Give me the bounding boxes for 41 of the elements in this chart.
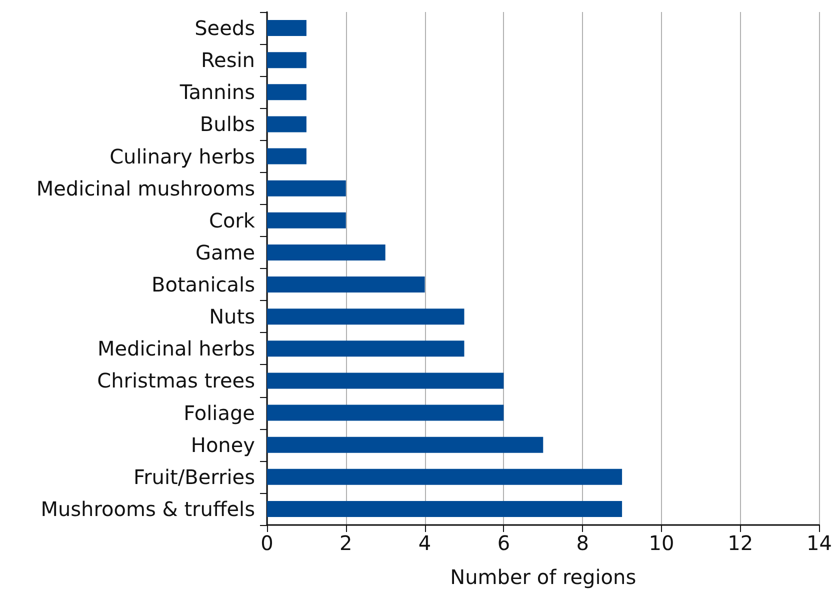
y-tick-label: Medicinal herbs: [97, 336, 255, 361]
y-tick-label: Honey: [190, 432, 256, 457]
bar: [267, 372, 504, 389]
x-axis-title: Number of regions: [450, 565, 636, 589]
bar: [267, 244, 386, 260]
y-tick-label: Culinary herbs: [110, 144, 255, 168]
y-tick-label: Seeds: [194, 16, 255, 40]
x-tick-label: 2: [340, 531, 352, 555]
x-tick-label: 0: [260, 531, 274, 555]
bar: [267, 436, 544, 453]
y-tick-label: Resin: [201, 48, 255, 72]
bar: [267, 404, 504, 421]
bar: [267, 148, 306, 164]
y-tick-label: Botanicals: [151, 272, 255, 297]
bar: [267, 308, 464, 325]
bar: [267, 468, 622, 485]
bar: [267, 340, 464, 357]
y-tick-label: Tannins: [178, 80, 255, 104]
y-tick-label: Medicinal mushrooms: [36, 176, 255, 200]
bar: [267, 84, 306, 100]
x-tick-label: 6: [497, 531, 510, 555]
bar: [267, 180, 346, 196]
x-tick-label: 8: [576, 531, 589, 555]
y-tick-label: Game: [195, 240, 255, 264]
bar: [267, 116, 306, 132]
bar: [267, 52, 306, 68]
x-tick-label: 4: [418, 531, 432, 555]
y-tick-label: Cork: [208, 208, 256, 232]
y-tick-label: Fruit/Berries: [134, 464, 255, 489]
bar: [267, 212, 346, 228]
y-tick-label: Nuts: [209, 304, 255, 329]
y-tick-label: Mushrooms & truffels: [40, 496, 255, 521]
x-tick-label: 12: [728, 531, 754, 555]
bar: [267, 20, 306, 36]
bar: [267, 276, 425, 293]
y-tick-label: Foliage: [184, 400, 255, 425]
y-tick-label: Bulbs: [200, 112, 255, 136]
y-tick-label: Christmas trees: [97, 368, 255, 393]
x-tick-label: 10: [648, 531, 674, 555]
x-tick-label: 14: [806, 531, 832, 555]
bar: [267, 500, 622, 517]
